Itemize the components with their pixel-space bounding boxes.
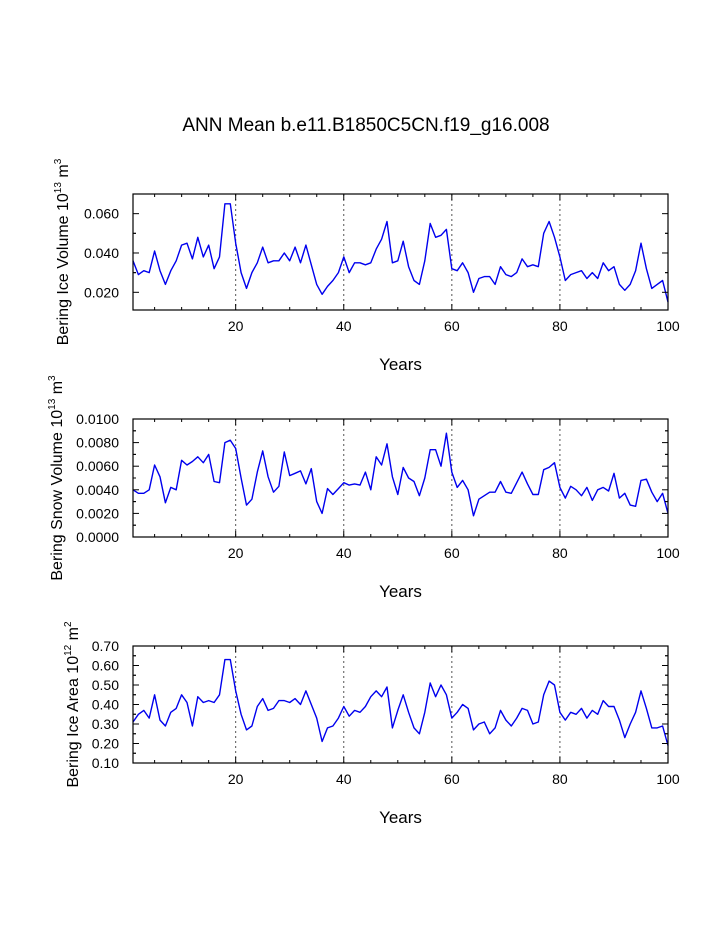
y-tick-label: 0.20 [92,736,119,752]
y-axis-label: Bering Ice Area 1012 m2 [63,621,82,788]
y-axis-label-exponent: 12 [63,644,74,656]
x-tick-label: 20 [228,545,244,561]
y-tick-label: 0.60 [92,658,119,674]
y-axis-label-unit: m [65,627,82,645]
y-tick-label: 0.0100 [76,411,119,427]
y-axis-label: Bering Snow Volume 1013 m3 [47,375,66,581]
y-tick-label: 0.040 [84,245,119,261]
y-axis-label-unit-exp: 2 [63,621,74,627]
y-axis-label-exponent: 13 [47,398,58,410]
series-line [132,203,669,303]
y-tick-label: 0.30 [92,716,119,732]
x-tick-label: 80 [552,318,568,334]
y-tick-label: 0.70 [92,638,119,654]
x-tick-label: 40 [336,545,352,561]
x-tick-label: 60 [444,318,460,334]
x-tick-label: 80 [552,771,568,787]
y-tick-label: 0.40 [92,697,119,713]
x-tick-label: 20 [228,318,244,334]
x-tick-label: 60 [444,771,460,787]
y-axis-label-exponent: 13 [53,182,64,194]
x-axis-label: Years [379,582,422,601]
chart-panel-3: 20 40 60 80 100 0.10 0.20 0.30 0.40 0.50 0.60 0.70 Y… [63,621,680,827]
x-tick-label: 20 [228,771,244,787]
y-axis-label-text: Bering Snow Volume 10 [49,410,66,581]
figure-title: ANN Mean b.e11.B1850C5CN.f19_g16.008 [182,115,549,136]
y-axis-label: Bering Ice Volume 1013 m3 [53,158,72,345]
y-axis-label-unit-exp: 3 [47,375,58,381]
series-line [132,658,669,746]
y-tick-label: 0.0040 [76,482,119,498]
y-tick-label: 0.10 [92,755,119,771]
panels: 20 40 60 80 100 0.020 0.040 0.060 Years Bering Ic… [47,158,680,827]
y-tick-label: 0.020 [84,284,119,300]
x-tick-label: 80 [552,545,568,561]
x-tick-label: 100 [656,318,680,334]
y-tick-label: 0.060 [84,206,119,222]
x-axis-label: Years [379,355,422,374]
y-axis-label-text: Bering Ice Area 10 [65,656,82,788]
x-tick-label: 40 [336,771,352,787]
y-tick-label: 0.0060 [76,458,119,474]
y-axis-label-unit: m [55,164,72,182]
x-tick-label: 100 [656,545,680,561]
x-tick-label: 40 [336,318,352,334]
y-tick-label: 0.0000 [76,529,119,545]
chart-panel-1: 20 40 60 80 100 0.020 0.040 0.060 Years Bering Ic… [53,158,680,374]
plot-frame [132,193,669,311]
y-tick-label: 0.50 [92,677,119,693]
x-axis-label: Years [379,808,422,827]
y-axis-label-unit-exp: 3 [53,158,64,164]
y-axis-label-text: Bering Ice Volume 10 [55,193,72,345]
y-axis-label-unit: m [49,381,66,399]
chart-panel-2: 20 40 60 80 100 0.0000 0.0020 0.0040 0.0060 0.008… [47,375,680,601]
x-tick-label: 100 [656,771,680,787]
x-tick-label: 60 [444,545,460,561]
y-tick-label: 0.0080 [76,435,119,451]
series-line [132,432,669,517]
y-tick-label: 0.0020 [76,505,119,521]
